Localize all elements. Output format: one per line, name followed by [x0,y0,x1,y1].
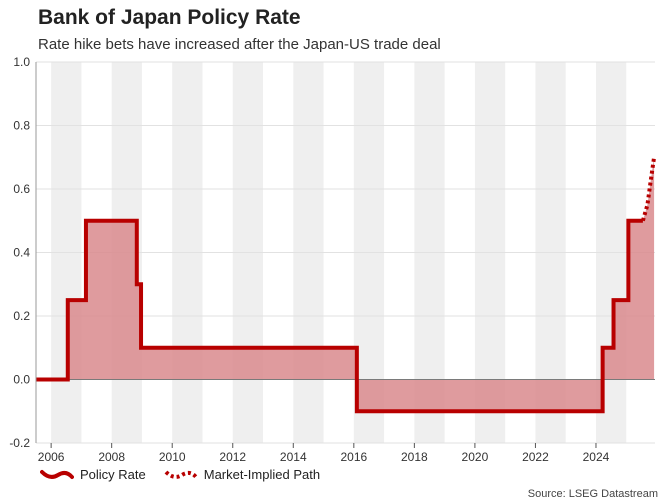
legend-label-policy-rate: Policy Rate [80,467,146,482]
x-tick-label: 2006 [38,450,65,464]
y-tick-label: 0.0 [13,373,30,387]
chart-title: Bank of Japan Policy Rate [38,6,301,29]
legend: Policy Rate Market-Implied Path [40,467,338,482]
legend-item-market-implied-path: Market-Implied Path [164,467,320,482]
x-tick-label: 2008 [98,450,125,464]
chart-subtitle: Rate hike bets have increased after the … [38,36,441,53]
legend-swatch-dotted-icon [164,470,198,479]
x-tick-label: 2024 [583,450,610,464]
legend-item-policy-rate: Policy Rate [40,467,146,482]
y-tick-label: 0.6 [13,182,30,196]
legend-swatch-solid-icon [40,469,74,479]
x-tick-label: 2020 [462,450,489,464]
y-tick-label: 1.0 [13,55,30,69]
x-tick-label: 2010 [159,450,186,464]
x-tick-label: 2022 [522,450,549,464]
x-tick-label: 2016 [340,450,367,464]
series-line-market-implied-path [640,156,657,222]
y-tick-label: 0.4 [13,246,30,260]
x-tick-label: 2014 [280,450,307,464]
x-tick-label: 2018 [401,450,428,464]
y-tick-label: 0.8 [13,119,30,133]
y-tick-label: -0.2 [9,436,30,450]
legend-label-market-implied-path: Market-Implied Path [203,467,321,482]
x-tick-label: 2012 [219,450,246,464]
source-note: Source: LSEG Datastream [527,488,658,500]
series-line-policy-rate [36,218,643,414]
y-tick-label: 0.2 [13,309,30,323]
